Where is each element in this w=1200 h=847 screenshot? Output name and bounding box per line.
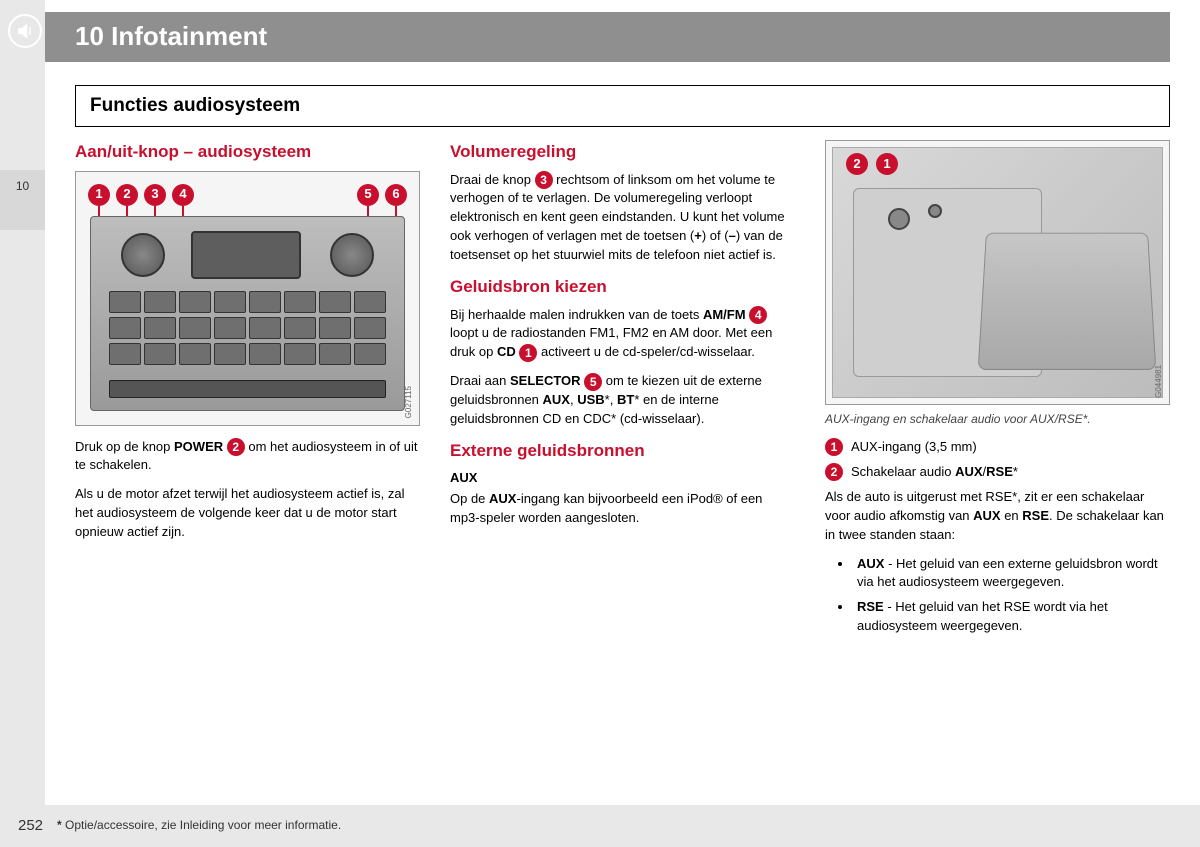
heading-volume: Volumeregeling bbox=[450, 140, 795, 165]
armrest bbox=[978, 233, 1157, 370]
content-columns: Aan/uit-knop – audiosysteem 1 2 3 4 5 6 bbox=[75, 140, 1170, 787]
callout-1: 1 bbox=[876, 153, 898, 175]
chapter-header: 10 Infotainment bbox=[45, 12, 1170, 62]
section-title: Functies audiosysteem bbox=[90, 95, 300, 116]
cd-slot bbox=[109, 380, 386, 398]
bullet-rse: RSE - Het geluid van het RSE wordt via h… bbox=[853, 598, 1170, 636]
subheading-aux: AUX bbox=[450, 470, 477, 485]
page-footer: 252 * Optie/accessoire, zie Inleiding vo… bbox=[0, 805, 1200, 847]
column-2: Volumeregeling Draai de knop 3 rechtsom … bbox=[450, 140, 795, 787]
heading-external: Externe geluidsbronnen bbox=[450, 439, 795, 464]
para-power-1: Druk op de knop POWER 2 om het audiosyst… bbox=[75, 438, 420, 476]
radio-body bbox=[90, 216, 405, 411]
left-margin bbox=[0, 0, 45, 847]
legend-num-1: 1 bbox=[825, 438, 843, 456]
speaker-icon bbox=[8, 14, 42, 48]
section-title-frame: Functies audiosysteem bbox=[75, 85, 1170, 127]
inline-callout-5: 5 bbox=[584, 373, 602, 391]
knob-right bbox=[330, 233, 374, 277]
callout-4: 4 bbox=[172, 184, 194, 206]
callout-2: 2 bbox=[846, 153, 868, 175]
aux-jack bbox=[888, 208, 910, 230]
para-volume: Draai de knop 3 rechtsom of linksom om h… bbox=[450, 171, 795, 265]
legend-text-1: AUX-ingang (3,5 mm) bbox=[851, 438, 977, 457]
sidebar-chapter-tab: 10 bbox=[0, 170, 45, 230]
para-aux: Op de AUX-ingang kan bijvoorbeeld een iP… bbox=[450, 490, 795, 528]
figure-callouts: 1 2 3 4 5 6 bbox=[88, 184, 407, 206]
legend-item-1: 1 AUX-ingang (3,5 mm) bbox=[825, 438, 1170, 457]
heading-source: Geluidsbron kiezen bbox=[450, 275, 795, 300]
figure-code: G027115 bbox=[403, 386, 415, 418]
callout-2: 2 bbox=[116, 184, 138, 206]
legend-text-2: Schakelaar audio AUX/RSE* bbox=[851, 463, 1018, 482]
figure-callouts: 2 1 bbox=[846, 153, 898, 175]
page-number: 252 bbox=[18, 815, 43, 837]
para-power-2: Als u de motor afzet terwijl het audiosy… bbox=[75, 485, 420, 542]
para-source-1: Bij herhaalde malen indrukken van de toe… bbox=[450, 306, 795, 363]
legend-item-2: 2 Schakelaar audio AUX/RSE* bbox=[825, 463, 1170, 482]
figure-radio-unit: 1 2 3 4 5 6 bbox=[75, 171, 420, 426]
column-1: Aan/uit-knop – audiosysteem 1 2 3 4 5 6 bbox=[75, 140, 420, 787]
chapter-title: 10 Infotainment bbox=[75, 18, 267, 56]
callout-5: 5 bbox=[357, 184, 379, 206]
callout-3: 3 bbox=[144, 184, 166, 206]
column-3: 2 1 G044981 AUX-ingang en schakelaar aud… bbox=[825, 140, 1170, 787]
para-source-2: Draai aan SELECTOR 5 om te kiezen uit de… bbox=[450, 372, 795, 429]
figure-aux-rse: 2 1 G044981 bbox=[825, 140, 1170, 405]
callout-6: 6 bbox=[385, 184, 407, 206]
heading-power: Aan/uit-knop – audiosysteem bbox=[75, 140, 420, 165]
aux-body bbox=[832, 147, 1163, 398]
inline-callout-2: 2 bbox=[227, 438, 245, 456]
figure-caption: AUX-ingang en schakelaar audio voor AUX/… bbox=[825, 411, 1170, 428]
rse-switch bbox=[928, 204, 942, 218]
callout-1: 1 bbox=[88, 184, 110, 206]
footnote: * Optie/accessoire, zie Inleiding voor m… bbox=[57, 817, 341, 834]
inline-callout-1: 1 bbox=[519, 344, 537, 362]
sidebar-chapter-number: 10 bbox=[16, 178, 29, 195]
para-rse-intro: Als de auto is uitgerust met RSE*, zit e… bbox=[825, 488, 1170, 545]
legend-num-2: 2 bbox=[825, 463, 843, 481]
bullet-aux: AUX - Het geluid van een externe geluids… bbox=[853, 555, 1170, 593]
figure-code: G044981 bbox=[1153, 365, 1165, 398]
inline-callout-4: 4 bbox=[749, 306, 767, 324]
bullet-list: AUX - Het geluid van een externe geluids… bbox=[825, 555, 1170, 636]
radio-screen bbox=[191, 231, 301, 279]
inline-callout-3: 3 bbox=[535, 171, 553, 189]
knob-left bbox=[121, 233, 165, 277]
